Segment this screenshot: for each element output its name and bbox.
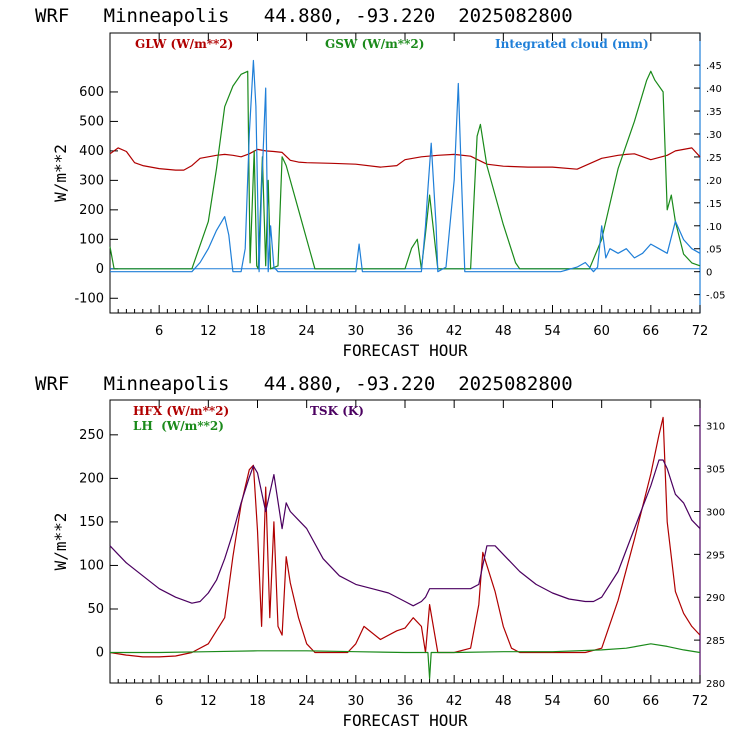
panel2-plot-frame (109, 399, 701, 684)
panel1-xtick-label: 24 (298, 324, 315, 339)
panel1-y2tick-label: .10 (706, 222, 722, 233)
panel1-ylabel: W/m**2 (51, 144, 70, 202)
panel2-legend-entry: LH (W/m**2) (133, 419, 224, 433)
panel2-ytick-label: 150 (79, 515, 104, 530)
panel1-y2tick-label: 0 (706, 268, 712, 279)
panel2-xtick-label: 42 (446, 694, 463, 709)
panel2-ytick-label: 250 (79, 428, 104, 443)
panel1-xtick-label: 54 (544, 324, 561, 339)
panel2-y2tick-label: 285 (706, 636, 725, 647)
panel1-ytick-label: 500 (79, 114, 104, 129)
panel1-ytick-label: 100 (79, 232, 104, 247)
panel2-ytick-label: 0 (96, 646, 104, 661)
panel1-y2tick-label: .25 (706, 153, 722, 164)
panel1-legend-entry: GSW (W/m**2) (325, 37, 424, 51)
panel1-y2tick-label: .15 (706, 199, 722, 210)
panel1-title: WRF Minneapolis 44.880, -93.220 20250828… (35, 5, 573, 27)
panel1-y2tick-label: .20 (706, 176, 722, 187)
panel1-legend-entry: Integrated cloud (mm) (495, 37, 649, 51)
panel1-xtick-label: 66 (643, 324, 660, 339)
panel1-xtick-label: 18 (249, 324, 266, 339)
panel2-y2tick-label: 280 (706, 679, 725, 690)
panel1-legend-entry: GLW (W/m**2) (135, 37, 233, 51)
panel2-series-line-3 (109, 459, 701, 607)
panel2-xtick-label: 72 (692, 694, 709, 709)
panel2-y2tick-label: 305 (706, 465, 725, 476)
panel1-xtick-label: 60 (593, 324, 610, 339)
panel2-xtick-label: 6 (155, 694, 163, 709)
panel2-ytick-label: 100 (79, 558, 104, 573)
panel1-y2tick-label: -.05 (706, 291, 726, 302)
panel2-xtick-label: 60 (593, 694, 610, 709)
panel1-ytick-label: 300 (79, 173, 104, 188)
panel2-y2tick-label: 310 (706, 422, 725, 433)
panel1-y2tick-label: .05 (706, 245, 722, 256)
panel1-y2tick-label: .40 (706, 84, 722, 95)
panel1-y2tick-label: .45 (706, 61, 722, 72)
panel1-ytick-label: 0 (96, 262, 104, 277)
panel2-series-line-2 (110, 643, 701, 680)
panel2-legend-entry: HFX (W/m**2) (133, 404, 229, 418)
panel1-xtick-label: 30 (348, 324, 365, 339)
panel1-ytick-label: -100 (74, 291, 104, 306)
panel2-y2tick-label: 290 (706, 593, 725, 604)
panel2-ytick-label: 50 (87, 602, 104, 617)
panel1-series-line-1 (109, 147, 701, 171)
panel1-ytick-label: 600 (79, 85, 104, 100)
panel2-ytick-label: 200 (79, 471, 104, 486)
panel2-xtick-label: 36 (397, 694, 414, 709)
panel2-ylabel: W/m**2 (51, 513, 70, 571)
panel2-xtick-label: 18 (249, 694, 266, 709)
panel2-y2tick-label: 295 (706, 550, 725, 561)
panel1-series-line-2 (109, 70, 701, 270)
panel1-xtick-label: 6 (155, 324, 163, 339)
panel2-xtick-label: 54 (544, 694, 561, 709)
panel1-xtick-label: 48 (495, 324, 512, 339)
panel2-xtick-label: 12 (200, 694, 217, 709)
panel2-xtick-label: 66 (643, 694, 660, 709)
panel1-y2tick-label: .35 (706, 107, 722, 118)
panel1-plot-frame (109, 32, 701, 314)
panel2-series-line-1 (109, 416, 701, 658)
panel1-series-line-3 (110, 59, 701, 273)
panel1-ytick-label: 200 (79, 203, 104, 218)
panel2-xlabel: FORECAST HOUR (342, 711, 468, 730)
panel1-xtick-label: 36 (397, 324, 414, 339)
panel1-ytick-label: 400 (79, 144, 104, 159)
panel2-legend-entry: TSK (K) (310, 404, 364, 418)
panel1-xtick-label: 12 (200, 324, 217, 339)
panel2-y2tick-label: 300 (706, 507, 725, 518)
panel1-xlabel: FORECAST HOUR (342, 341, 468, 360)
panel1-y2tick-label: .30 (706, 130, 722, 141)
panel2-xtick-label: 48 (495, 694, 512, 709)
panel2-xtick-label: 30 (348, 694, 365, 709)
panel2-xtick-label: 24 (298, 694, 315, 709)
panel1-xtick-label: 72 (692, 324, 709, 339)
panel1-xtick-label: 42 (446, 324, 463, 339)
panel2-title: WRF Minneapolis 44.880, -93.220 20250828… (35, 373, 573, 395)
